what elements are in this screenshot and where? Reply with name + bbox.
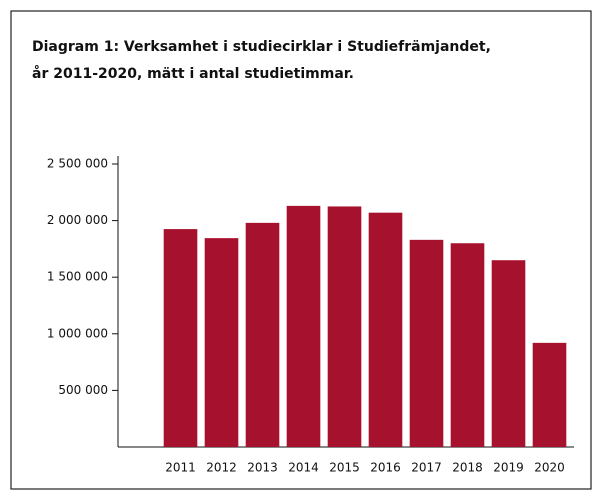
bar — [491, 260, 526, 447]
x-tick-label: 2011 — [165, 461, 196, 475]
chart-title: Diagram 1: Verksamhet i studiecirklar i … — [32, 39, 491, 55]
x-tick-label: 2013 — [247, 461, 278, 475]
y-tick-label: 2 500 000 — [47, 157, 108, 171]
y-tick-label: 1 500 000 — [47, 270, 108, 284]
bar — [327, 206, 362, 447]
chart-title: år 2011-2020, mätt i antal studietimmar. — [32, 65, 354, 82]
bar — [409, 239, 444, 447]
y-tick-label: 2 000 000 — [47, 213, 108, 227]
y-tick-label: 500 000 — [58, 383, 108, 397]
x-tick-label: 2017 — [411, 461, 442, 475]
bar — [204, 238, 239, 447]
bar — [532, 342, 567, 447]
bar — [286, 205, 321, 447]
x-tick-label: 2014 — [288, 461, 319, 475]
bar — [245, 222, 280, 447]
x-tick-label: 2020 — [534, 461, 565, 475]
x-tick-label: 2016 — [370, 461, 401, 475]
y-tick-label: 1 000 000 — [47, 326, 108, 340]
x-tick-label: 2015 — [329, 461, 360, 475]
x-tick-label: 2018 — [452, 461, 483, 475]
bar — [163, 229, 198, 447]
bar — [368, 212, 403, 447]
bar — [450, 243, 485, 447]
x-tick-label: 2019 — [493, 461, 524, 475]
x-tick-label: 2012 — [206, 461, 237, 475]
